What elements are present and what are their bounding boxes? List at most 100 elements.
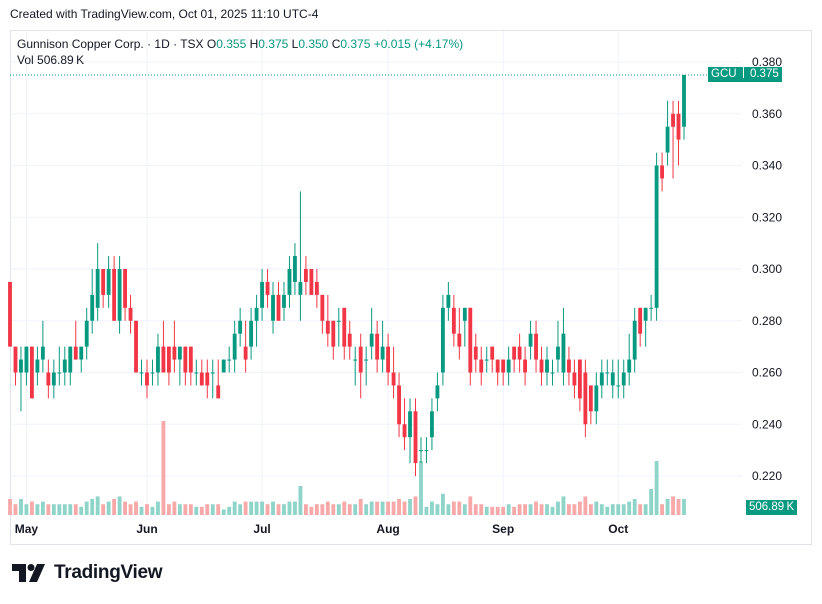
candle-body [457, 333, 462, 347]
volume-bar [462, 504, 467, 515]
volume-bar [671, 496, 675, 515]
candle-body [101, 269, 106, 295]
candle-body [95, 269, 100, 308]
volume-bar [8, 499, 12, 515]
candle-body [325, 320, 330, 334]
candle-body [347, 333, 352, 347]
candle-body [577, 359, 582, 399]
candle-body [462, 307, 467, 321]
candle-body [468, 307, 473, 373]
y-tick-label: 0.280 [752, 314, 782, 328]
volume-bar [550, 506, 555, 515]
volume-bar [676, 499, 681, 515]
candle-body [386, 346, 391, 373]
candle-body [556, 346, 560, 360]
candle-body [567, 359, 571, 373]
candle-body [134, 320, 138, 373]
candle-body [479, 359, 484, 373]
ohlc-legend: Gunnison Copper Corp. · 1D · TSX O0.355 … [17, 36, 463, 52]
volume-bar [325, 501, 330, 515]
candle-body [199, 372, 204, 386]
candle-body [380, 346, 385, 360]
change-value: +0.015 (+4.17%) [373, 37, 464, 51]
volume-bar [145, 504, 149, 515]
x-tick-label: Aug [376, 522, 399, 536]
candle-body [62, 359, 67, 373]
candle-body [117, 269, 122, 321]
candle-body [177, 346, 182, 360]
badge-divider [742, 66, 744, 78]
y-tick-label: 0.380 [752, 55, 782, 69]
volume-bar [342, 501, 347, 515]
close-label: C [331, 37, 341, 51]
volume-bar [479, 504, 484, 515]
candle-body [282, 294, 286, 308]
volume-bar [665, 499, 670, 515]
volume-bar [216, 504, 221, 515]
volume-bar [643, 504, 648, 515]
volume-bar [347, 504, 352, 515]
candle-body [19, 359, 23, 373]
candle-body [610, 372, 615, 386]
volume-bar [446, 504, 451, 515]
volume-bar [621, 504, 626, 515]
volume-bar [397, 499, 401, 515]
volume-bar [73, 504, 78, 515]
volume-bar [40, 501, 45, 515]
low-value: 0.350 [298, 37, 329, 51]
vol-label: Vol [17, 53, 34, 67]
volume-bar [243, 501, 248, 515]
candle-body [419, 450, 423, 452]
candle-body [166, 346, 171, 373]
candle-body [227, 359, 232, 361]
volume-bar [484, 506, 489, 515]
candle-body [369, 333, 374, 347]
volume-bar [336, 504, 341, 515]
candle-body [545, 359, 549, 373]
volume-bar [682, 499, 686, 515]
volume-legend: Vol 506.89 K [17, 52, 84, 68]
footer-brand[interactable]: TradingView [12, 562, 163, 584]
candle-body [676, 113, 681, 140]
volume-bar [638, 504, 643, 515]
candle-body [298, 281, 303, 295]
volume-bar [128, 504, 133, 515]
volume-bar [35, 504, 40, 515]
volume-bar [166, 504, 171, 515]
volume-bar [627, 501, 632, 515]
volume-bar [583, 496, 588, 515]
candle-body [665, 126, 670, 153]
volume-bar [30, 501, 34, 515]
candle-body [358, 346, 363, 373]
candle-body [506, 359, 511, 373]
volume-bar [517, 504, 522, 515]
y-tick-label: 0.360 [752, 107, 782, 121]
candle-body [495, 359, 500, 373]
candle-body [243, 346, 248, 360]
volume-bar [112, 499, 117, 515]
candle-body [534, 333, 538, 360]
volume-bar [123, 501, 127, 515]
high-value: 0.375 [258, 37, 289, 51]
volume-bar [51, 504, 56, 515]
last-price-badge: GCU 0.375 [708, 66, 782, 82]
candle-body [375, 333, 380, 360]
volume-bar [232, 501, 237, 515]
candles [8, 74, 686, 476]
volume-bar [512, 506, 517, 515]
candle-body [276, 294, 281, 321]
candle-body [583, 372, 588, 425]
volume-bar [616, 504, 621, 515]
volume-bar [660, 504, 664, 515]
candle-body [435, 385, 440, 399]
candle-body [654, 165, 659, 308]
volume-bar [468, 496, 473, 515]
volume-bar [260, 501, 264, 515]
candle-body [539, 359, 544, 373]
candle-body [342, 307, 347, 347]
candle-body [451, 307, 456, 334]
volume-bar [457, 501, 462, 515]
volume-bar [188, 504, 193, 515]
volume-bar [430, 501, 434, 515]
